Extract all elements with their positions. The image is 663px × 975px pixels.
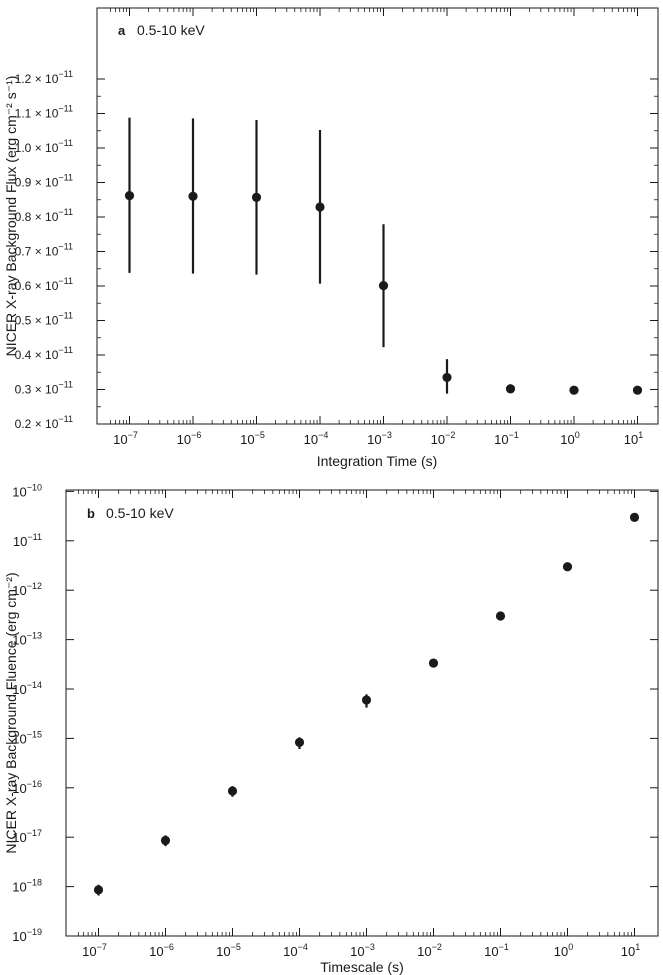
panel-b-y-tick-label: 10−10 <box>12 482 42 499</box>
panel-a-letter: a <box>118 23 126 38</box>
panel-b-y-tick-label: 10−16 <box>12 779 42 796</box>
panel-b-data-point <box>361 695 372 705</box>
panel-a-x-tick-label: 10−6 <box>177 430 202 447</box>
panel-b-x-tick-label: 10−3 <box>350 942 375 959</box>
panel-b-x-tick-label: 101 <box>621 942 640 959</box>
panel-a-data-point <box>632 385 643 395</box>
panel-a-x-tick-label: 10−4 <box>304 430 329 447</box>
panel-b-data-point <box>428 658 439 668</box>
panel-a-y-tick-label: 0.6 × 10−11 <box>15 276 73 293</box>
panel-a-data-point <box>378 281 389 291</box>
panel-b-data-point <box>495 611 506 621</box>
panel-b-data-point <box>294 737 305 747</box>
panel-a-x-tick-label: 10−1 <box>494 430 519 447</box>
panel-b-y-axis-label: NICER X-ray Background Fluence (erg cm⁻²… <box>3 572 19 853</box>
panel-b-data-point <box>227 786 238 796</box>
panel-a-data-point <box>505 384 516 394</box>
panel-b-y-tick-label: 10−15 <box>12 729 42 746</box>
panel-b-letter: b <box>87 506 95 521</box>
panel-a-y-tick-label: 1.1 × 10−11 <box>15 104 73 121</box>
panel-a-y-tick-label: 0.2 × 10−11 <box>15 414 73 431</box>
panel-b-fluence-chart: 10−7 10−6 10−5 10−4 10−3 10−2 10−1 100 101 10−19 1… <box>3 482 659 975</box>
panel-b-data-point <box>160 835 171 846</box>
panel-a-y-tick-label: 0.8 × 10−11 <box>15 207 73 224</box>
panel-b-y-tick-label: 10−14 <box>12 680 42 697</box>
panel-b-x-tick-label: 10−2 <box>417 942 442 959</box>
panel-a-flux-chart: 10−7 10−6 10−5 10−4 10−3 10−2 10−1 100 101 0.2 × … <box>3 7 659 469</box>
panel-b-y-tick-label: 10−12 <box>12 581 42 598</box>
panel-b-y-tick-label: 10−19 <box>12 927 42 944</box>
panel-a-y-tick-label: 0.5 × 10−11 <box>15 311 73 328</box>
panel-a-data-point <box>251 192 262 202</box>
panel-b-data-point <box>562 562 573 572</box>
panel-b-x-axis-label: Timescale (s) <box>320 959 404 975</box>
panel-b-plot-frame <box>65 489 659 937</box>
panel-a-data-point <box>315 202 325 212</box>
panel-b-y-tick-label: 10−11 <box>13 532 42 549</box>
panel-b-x-tick-label: 100 <box>554 942 573 959</box>
panel-a-y-axis-label: NICER X-ray Background Flux (erg cm⁻² s⁻… <box>3 76 19 357</box>
panel-a-y-tick-label: 0.9 × 10−11 <box>15 173 73 190</box>
panel-a-data-point <box>569 385 579 395</box>
panel-a-x-tick-label: 10−2 <box>431 430 456 447</box>
panel-b-x-tick-label: 10−7 <box>82 942 107 959</box>
panel-a-y-tick-label: 0.3 × 10−11 <box>15 380 73 397</box>
panel-b-x-tick-label: 10−4 <box>283 942 308 959</box>
panel-a-y-tick-label: 0.7 × 10−11 <box>15 242 73 259</box>
panel-b-annotation: 0.5-10 keV <box>106 505 174 521</box>
panel-b-y-tick-label: 10−13 <box>12 631 42 648</box>
panel-a-x-tick-label: 101 <box>624 430 643 447</box>
panel-a-y-tick-label: 0.4 × 10−11 <box>15 345 73 362</box>
panel-a-data-point <box>442 372 452 383</box>
panel-a-y-tick-label: 1.2 × 10−11 <box>15 69 73 86</box>
panel-a-x-tick-label: 10−3 <box>367 430 392 447</box>
panel-a-plot-frame <box>96 7 659 425</box>
panel-b-x-tick-label: 10−1 <box>484 942 509 959</box>
panel-b-data-point <box>629 512 640 522</box>
panel-a-y-tick-label: 1.0 × 10−11 <box>15 138 73 155</box>
panel-b-data-point <box>93 885 104 895</box>
panel-a-annotation: 0.5-10 keV <box>137 22 205 38</box>
panel-a-data-point <box>124 191 135 201</box>
panel-a-x-tick-label: 100 <box>560 430 579 447</box>
panel-b-x-tick-label: 10−6 <box>149 942 174 959</box>
panel-a-x-axis-label: Integration Time (s) <box>317 453 438 469</box>
panel-b-x-tick-label: 10−5 <box>216 942 241 959</box>
panel-b-y-tick-label: 10−18 <box>12 878 42 895</box>
panel-a-x-tick-label: 10−5 <box>240 430 265 447</box>
panel-b-y-tick-label: 10−17 <box>12 828 42 845</box>
panel-a-x-tick-label: 10−7 <box>113 430 138 447</box>
panel-a-data-point <box>188 191 198 201</box>
